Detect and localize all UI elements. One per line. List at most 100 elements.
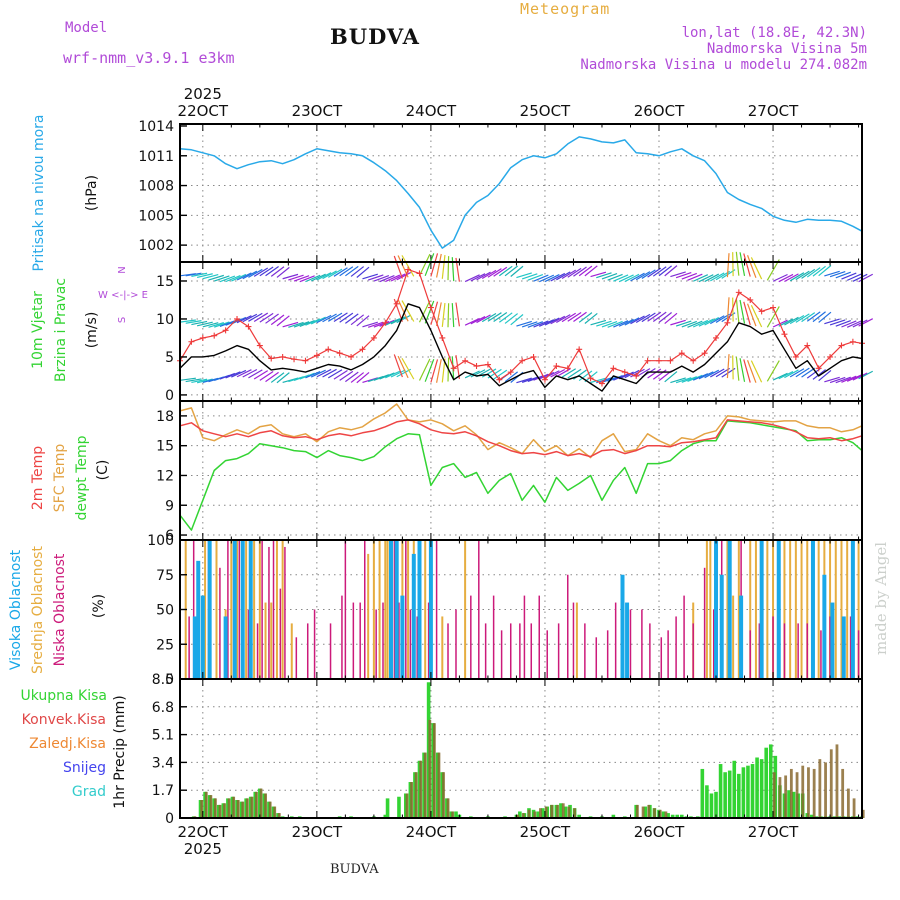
wind-arrow (567, 311, 582, 322)
cloud-title-2: Srednja Oblacnost (30, 546, 46, 674)
wind-arrow (516, 272, 532, 279)
wind-arrow (527, 274, 544, 281)
wind-gust-marker (655, 357, 662, 364)
wind-arrow (293, 321, 310, 328)
wind-gust-marker (291, 356, 298, 363)
wind-arrow (379, 372, 395, 380)
wind-arrow (516, 320, 532, 327)
cloud-bar-1 (464, 540, 467, 679)
wind-arrow (835, 320, 851, 327)
wind-arrow (692, 373, 709, 381)
precip-conv-bar (801, 765, 805, 818)
cloud-bar-2 (272, 540, 275, 679)
precip-conv-bar (255, 791, 258, 818)
wind-arrow (841, 320, 857, 328)
wind-arrow (635, 313, 651, 324)
wind-arrow (451, 303, 455, 328)
ytick-label: 0 (165, 811, 174, 827)
wind-arrow (333, 267, 348, 277)
x-top-label: 23OCT (292, 102, 343, 120)
precip-conv-bar (432, 723, 436, 818)
wind-arrow (746, 255, 757, 278)
wind-arrow (590, 319, 607, 326)
wind-gust-marker (849, 338, 856, 345)
wind-arrow (692, 274, 709, 282)
wind-arrow (704, 369, 720, 379)
x-bottom-label: 27OCT (748, 823, 799, 841)
ytick-label: 12 (156, 468, 174, 484)
wind-gust-marker (256, 342, 263, 349)
wind-arrow (430, 359, 439, 383)
wind-arrow (664, 312, 678, 325)
wind-arrow (397, 355, 409, 379)
wind-arrow (635, 368, 651, 378)
wind-gust-marker (541, 376, 548, 383)
wind-arrow (687, 374, 703, 382)
wind-gust-marker (279, 353, 286, 360)
panel-frame-temperature (179, 400, 863, 541)
wind-arrow (766, 306, 780, 328)
wind-arrow (481, 312, 497, 323)
compass-s: S (117, 317, 128, 323)
wind-arrow (259, 266, 274, 277)
wind-gust-marker (553, 363, 560, 370)
wind-arrow (447, 303, 450, 328)
cloud-bar-2 (660, 637, 663, 679)
wind-arrow (424, 253, 435, 277)
precip-conv-bar (818, 759, 822, 818)
precip-total-bar (454, 811, 458, 818)
wind-arrow (743, 301, 751, 326)
wind-arrow (305, 274, 321, 283)
wind-arrow (687, 320, 703, 328)
wind-arrow (236, 315, 252, 324)
wind-arrow (265, 313, 279, 324)
wind-arrow (801, 268, 816, 279)
cloud-bar-0 (207, 540, 212, 679)
ytick-label: 25 (156, 637, 174, 653)
wind-arrow (225, 371, 241, 379)
wind-arrow (362, 321, 378, 328)
wind-arrow (265, 266, 279, 277)
precip-conv-bar (852, 798, 856, 818)
cloud-bar-0 (388, 540, 393, 679)
wind-arrow (795, 367, 810, 378)
panel-frame-pressure (179, 123, 863, 263)
wind-arrow (670, 319, 686, 326)
cloud-bar-2 (416, 616, 418, 679)
cloud-bar-2 (219, 567, 221, 679)
cloud-bar-2 (829, 616, 831, 679)
wind-arrow (504, 313, 519, 324)
cloud-bar-1 (806, 540, 809, 679)
wind-arrow (385, 370, 401, 379)
cloud-bar-2 (470, 595, 472, 679)
precip-legend-0: Ukupna Kisa (20, 688, 107, 704)
cloud-bar-2 (261, 540, 263, 679)
wind-arrow (350, 372, 365, 383)
wind-arrow (698, 371, 714, 380)
wind-arrow (675, 377, 692, 384)
wind-gust-line (179, 269, 863, 385)
wind-arrow (430, 301, 439, 325)
wind-arrow (288, 274, 304, 281)
cloud-bar-2 (382, 602, 384, 679)
cloud-bar-0 (727, 540, 732, 679)
ytick-label: 15 (156, 274, 174, 290)
wind-gust-marker (405, 266, 412, 273)
wind-arrow (504, 371, 519, 383)
cloud-bar-2 (435, 540, 438, 679)
wind-arrow (179, 319, 196, 323)
precip-total-bar (746, 765, 750, 818)
precip-conv-bar (573, 808, 577, 818)
cloud-bar-1 (386, 540, 389, 679)
wind-arrow (539, 371, 555, 380)
wind-arrow (214, 321, 230, 328)
precip-total-bar (718, 764, 723, 818)
precip-total-bar (536, 811, 540, 818)
cloud-bar-0 (719, 574, 724, 679)
wind-arrow (567, 368, 582, 379)
x-bottom-label: 24OCT (406, 823, 457, 841)
wind-arrow (601, 376, 618, 383)
temp-unit: (C) (95, 460, 111, 481)
ytick-label: 1011 (138, 149, 174, 165)
wind-arrow (322, 313, 337, 323)
